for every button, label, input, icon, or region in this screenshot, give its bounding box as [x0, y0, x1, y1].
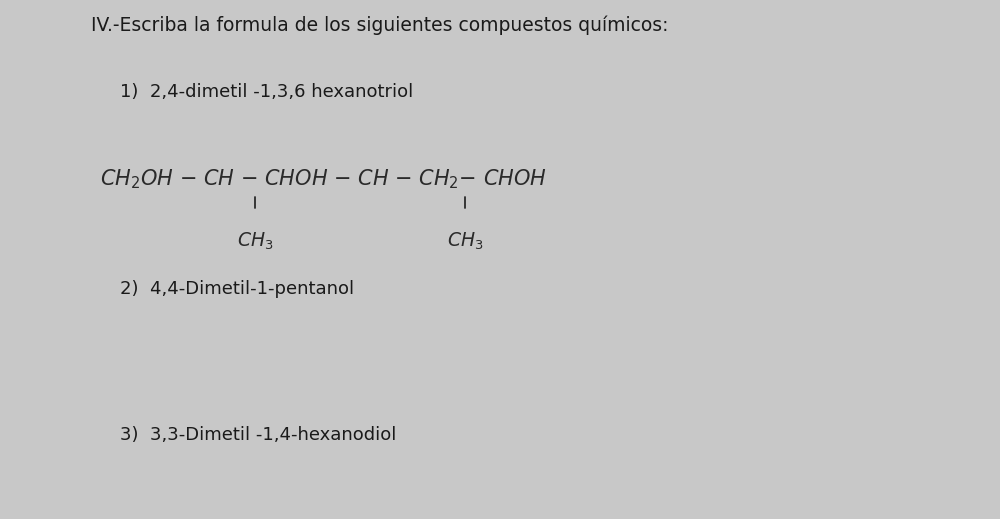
Text: 1)  2,4-dimetil -1,3,6 hexanotriol: 1) 2,4-dimetil -1,3,6 hexanotriol [120, 83, 413, 101]
Text: IV.-Escriba la formula de los siguientes compuestos químicos:: IV.-Escriba la formula de los siguientes… [91, 16, 669, 35]
Text: 3)  3,3-Dimetil -1,4-hexanodiol: 3) 3,3-Dimetil -1,4-hexanodiol [120, 426, 396, 444]
Text: 2)  4,4-Dimetil-1-pentanol: 2) 4,4-Dimetil-1-pentanol [120, 280, 354, 298]
Text: CH$_3$: CH$_3$ [447, 231, 483, 252]
Text: CH$_2$OH $-$ CH $-$ CHOH $-$ CH $-$ CH$_2$$-$ CHOH: CH$_2$OH $-$ CH $-$ CHOH $-$ CH $-$ CH$_… [100, 167, 547, 191]
Text: CH$_3$: CH$_3$ [237, 231, 273, 252]
